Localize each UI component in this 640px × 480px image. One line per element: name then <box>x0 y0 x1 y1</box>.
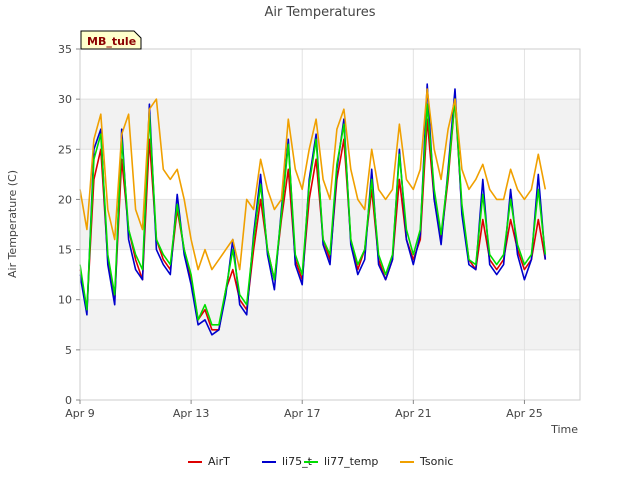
grid-band <box>80 199 580 250</box>
legend-item-li77-temp-label: li77_temp <box>324 455 378 468</box>
chart-title: Air Temperatures <box>264 5 375 20</box>
x-tick-label: Apr 25 <box>506 407 543 420</box>
legend-item-li75-t: li75_t <box>262 455 313 468</box>
legend-item-li75-t-label: li75_t <box>282 455 313 468</box>
x-axis-label: Time <box>550 423 578 436</box>
y-tick-label: 5 <box>65 344 72 357</box>
x-tick-labels: Apr 9 Apr 13 Apr 17 Apr 21 Apr 25 <box>65 400 543 420</box>
series-line-tsonic <box>79 88 547 271</box>
y-tick-label: 30 <box>58 93 72 106</box>
series-line-li77-temp <box>79 98 547 326</box>
x-tick-label: Apr 9 <box>65 407 95 420</box>
x-tick-label: Apr 21 <box>395 407 432 420</box>
x-tick-label: Apr 17 <box>284 407 321 420</box>
legend-item-airt: AirT <box>188 455 230 468</box>
legend-item-tsonic-label: Tsonic <box>419 455 453 468</box>
legend-item-airt-label: AirT <box>208 455 230 468</box>
series-lines <box>79 83 547 336</box>
plot-frame <box>79 48 581 401</box>
legend-item-tsonic: Tsonic <box>400 455 453 468</box>
y-tick-label: 25 <box>58 143 72 156</box>
station-tag: MB_tule <box>80 30 142 50</box>
y-tick-label: 35 <box>58 43 72 56</box>
y-tick-label: 10 <box>58 294 72 307</box>
legend-item-li77-temp: li77_temp <box>304 455 378 468</box>
station-tag-text: MB_tule <box>87 35 136 48</box>
y-tick-label: 0 <box>65 394 72 407</box>
y-tick-label: 15 <box>58 244 72 257</box>
grid-band <box>80 99 580 150</box>
legend: AirT li75_t li77_temp Tsonic <box>188 455 453 468</box>
y-axis-label: Air Temperature (C) <box>6 170 19 278</box>
grid-band <box>80 299 580 350</box>
plot-background <box>80 49 580 400</box>
x-tick-label: Apr 13 <box>173 407 210 420</box>
axes <box>79 48 581 401</box>
y-tick-labels: 0 5 10 15 20 25 30 35 <box>58 43 80 407</box>
y-tick-label: 20 <box>58 193 72 206</box>
station-tag-box <box>80 30 142 50</box>
